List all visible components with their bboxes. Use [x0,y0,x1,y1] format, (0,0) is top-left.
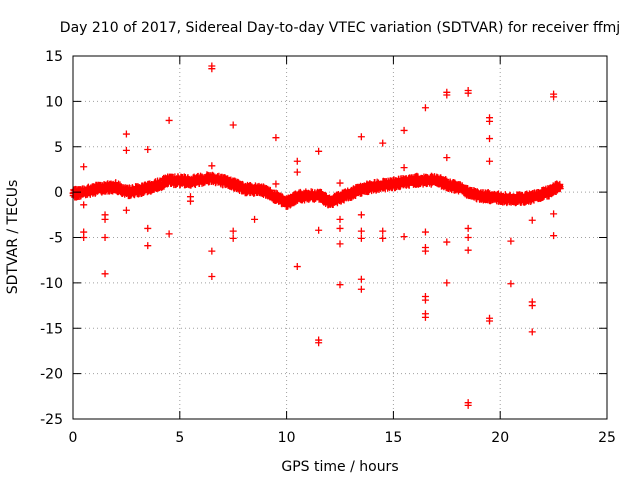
outlier-point [464,401,472,409]
outlier-point [507,280,515,288]
y-tick-label: -25 [40,412,63,428]
outlier-point [336,281,344,289]
outlier-point [122,206,130,214]
outlier-point [443,91,451,99]
outlier-point [443,238,451,246]
y-tick-label: -15 [40,321,63,337]
outlier-point [229,121,237,129]
outlier-point [122,146,130,154]
outlier-point [101,234,109,241]
outlier-point [229,234,237,242]
y-tick-label: 10 [45,94,63,110]
outlier-point [550,232,558,240]
x-axis-label: GPS time / hours [281,459,398,475]
outlier-point [550,210,558,218]
outlier-point [80,201,88,209]
tick-labels: 0 5 10 15 20 25 -25 -20 -15 -10 -5 0 5 10 15 [40,49,616,446]
outlier-point [122,130,130,138]
outlier-point [293,168,301,176]
outlier-point [528,302,536,310]
outlier-point [80,163,88,171]
outlier-point [229,227,237,235]
outlier-point [464,89,472,97]
outlier-point [293,157,301,165]
outlier-point [443,279,451,287]
outlier-point [208,162,216,170]
outlier-point [357,275,365,283]
outlier-point [336,179,344,187]
x-tick-label: 20 [491,430,509,446]
outlier-point [144,224,152,232]
y-tick-label: -10 [40,276,63,292]
outlier-point [357,133,365,141]
outlier-point [507,237,515,245]
y-tick-label: -5 [49,231,63,247]
outlier-point [486,117,494,125]
outlier-point [272,180,280,188]
outlier-point [464,234,472,241]
outlier-point [101,215,109,223]
outlier-point [208,273,216,281]
outlier-point [101,270,109,278]
outlier-point [464,246,472,254]
outlier-point [486,157,494,165]
outlier-point [400,126,408,134]
outlier-point [336,240,344,248]
outlier-point [357,285,365,293]
outlier-point [421,296,429,304]
outlier-point [421,247,429,255]
outlier-point [400,233,408,241]
outlier-point [208,65,216,73]
y-tick-label: 0 [54,185,63,201]
outlier-point [357,227,365,235]
outlier-point [144,145,152,153]
outlier-point [379,227,387,235]
y-tick-label: -20 [40,367,63,383]
chart-title: Day 210 of 2017, Sidereal Day-to-day VTE… [60,20,620,36]
outlier-point [336,224,344,232]
outlier-point [379,139,387,147]
outlier-point [186,197,194,205]
band-point [556,185,564,193]
outlier-point [357,234,365,242]
outlier-point [421,313,429,321]
outlier-point [357,211,365,219]
outlier-point [336,215,344,223]
outlier-point [315,226,323,234]
outlier-point [165,116,173,124]
x-tick-label: 10 [278,430,296,446]
outlier-point [315,147,323,155]
outlier-point [486,135,494,143]
axis-ticks [72,55,608,420]
x-tick-label: 5 [175,430,184,446]
outlier-point [464,224,472,232]
outlier-point [144,242,152,250]
y-tick-label: 5 [54,140,63,156]
outlier-point [293,263,301,271]
outlier-point [443,154,451,162]
x-tick-label: 0 [69,430,78,446]
outlier-point [80,234,88,241]
outlier-point [165,230,173,238]
y-axis-label: SDTVAR / TECUs [5,180,21,295]
outlier-point [251,215,259,223]
outlier-point [550,93,558,101]
outlier-point [315,339,323,347]
outlier-point [208,247,216,255]
outlier-point [379,234,387,242]
outlier-point [421,228,429,236]
outlier-point [486,317,494,325]
outlier-point [272,134,280,142]
outlier-point [400,164,408,172]
outlier-point [421,104,429,112]
x-tick-label: 15 [384,430,402,446]
data-points [69,62,564,409]
outlier-point [528,216,536,224]
outlier-point [528,328,536,336]
x-tick-label: 25 [598,430,616,446]
y-tick-label: 15 [45,49,63,65]
